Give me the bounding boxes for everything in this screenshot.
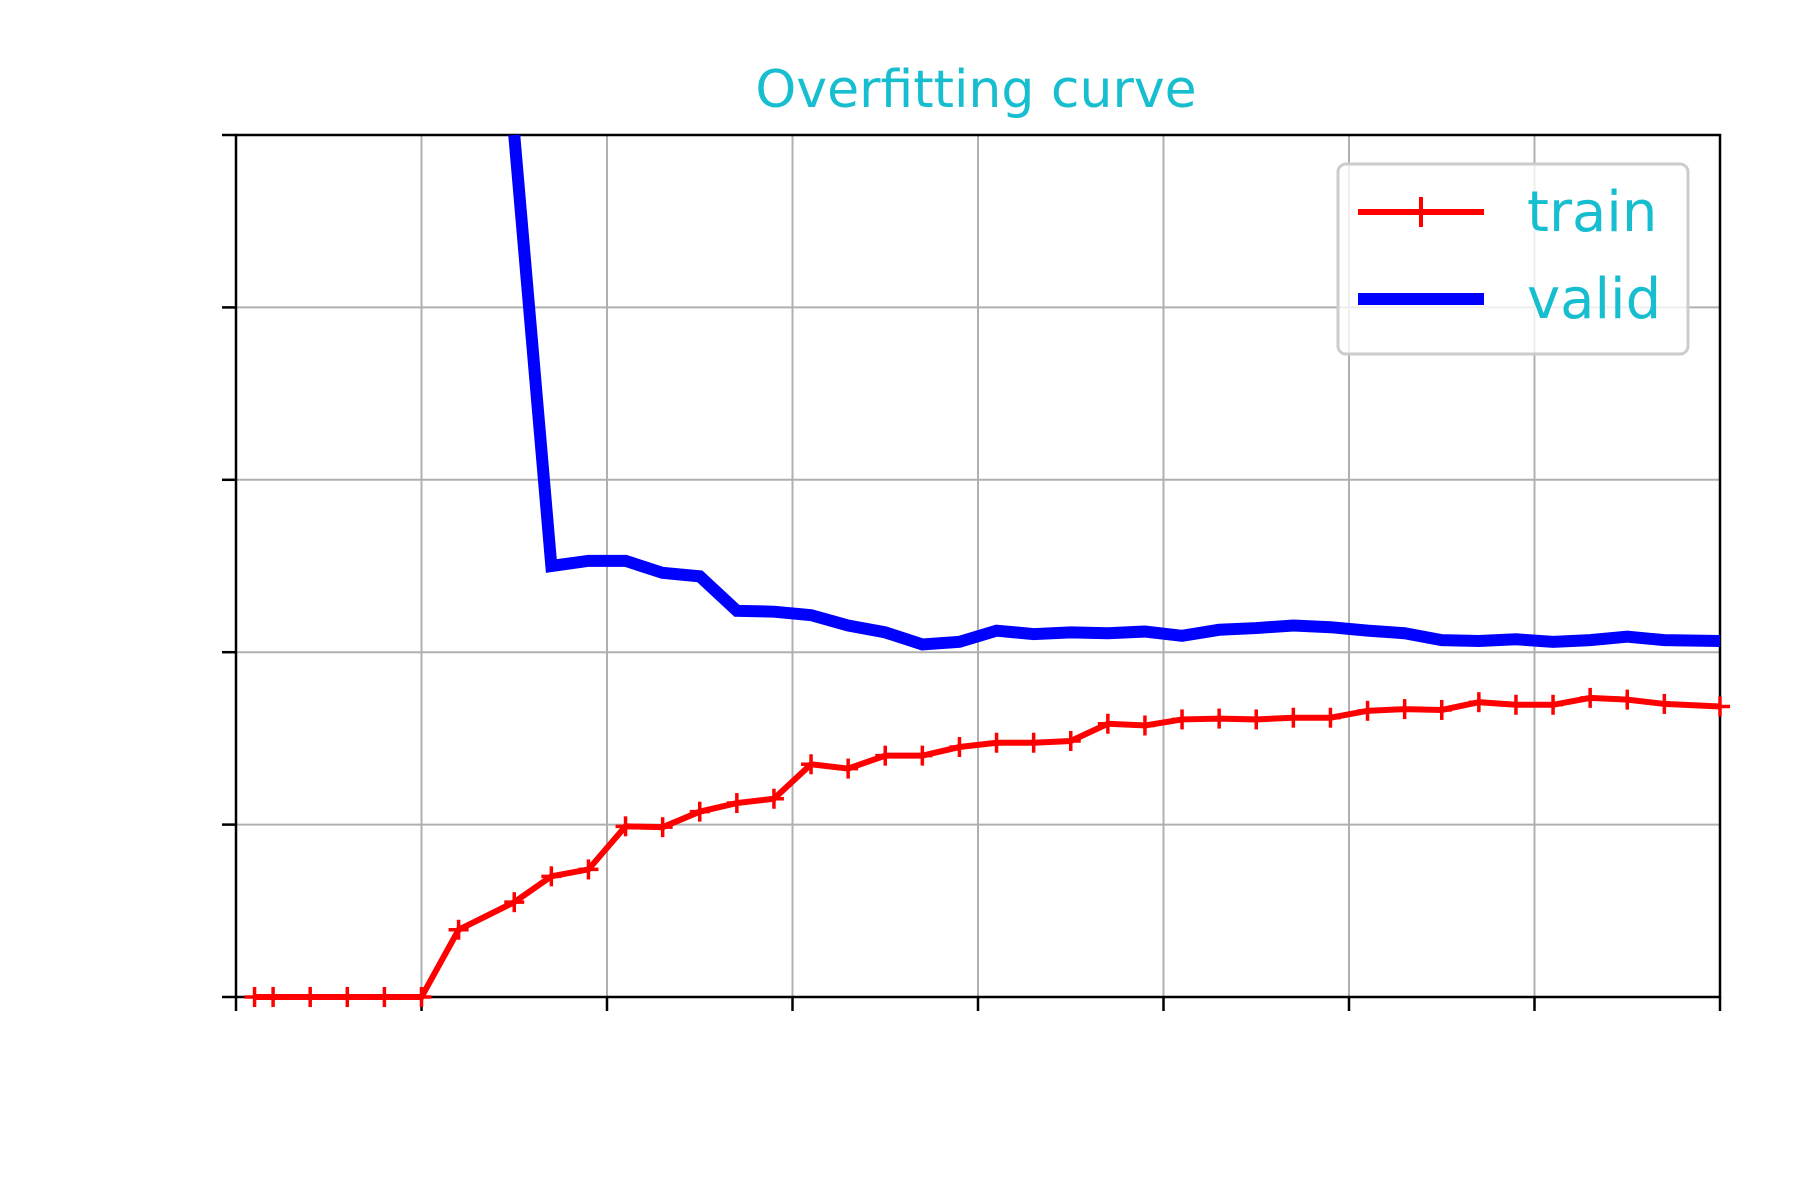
data-point-train — [578, 859, 599, 880]
data-point-train — [1023, 732, 1044, 753]
legend: train valid — [1336, 162, 1690, 356]
data-point-train — [1172, 709, 1193, 730]
series-line-train — [254, 694, 1721, 1000]
data-point-train — [652, 817, 673, 838]
data-point-train — [875, 745, 896, 766]
data-point-train — [1357, 700, 1378, 721]
data-point-train — [615, 816, 636, 837]
data-point-train — [1710, 696, 1730, 717]
data-point-train — [986, 732, 1007, 753]
data-point-train — [949, 737, 970, 758]
data-point-train — [1580, 687, 1601, 708]
data-point-train — [1654, 693, 1675, 714]
data-point-train — [1617, 689, 1638, 710]
data-point-train — [1283, 707, 1304, 728]
data-point-train — [1097, 713, 1118, 734]
series-layer — [244, 134, 1730, 1007]
data-point-train — [448, 919, 469, 940]
series-line-valid — [508, 134, 1721, 651]
data-point-train — [801, 754, 822, 775]
axes — [222, 133, 1722, 1011]
data-point-train — [504, 892, 525, 913]
data-point-train — [1394, 699, 1415, 720]
data-point-train — [689, 801, 710, 822]
data-point-train — [1246, 709, 1267, 730]
data-point-train — [541, 866, 562, 887]
data-point-train — [838, 758, 859, 779]
data-point-train — [1320, 707, 1341, 728]
data-point-train — [1134, 715, 1155, 736]
data-point-train — [1543, 694, 1564, 715]
data-point-train — [1209, 708, 1230, 729]
data-point-train — [337, 987, 358, 1007]
data-point-train — [1468, 692, 1489, 713]
data-point-train — [374, 987, 395, 1007]
data-point-train — [726, 793, 747, 814]
data-point-train — [1431, 699, 1452, 720]
data-point-train — [912, 745, 933, 766]
data-point-train — [763, 788, 784, 809]
data-point-train — [300, 987, 321, 1007]
data-point-train — [411, 987, 432, 1007]
data-point-train — [244, 987, 265, 1007]
legend-label-valid: valid — [1527, 267, 1661, 332]
legend-label-train: train — [1527, 180, 1657, 245]
chart-title: Overfitting curve — [755, 60, 1196, 120]
data-point-train — [1060, 730, 1081, 751]
data-point-train — [1505, 694, 1526, 715]
data-point-train — [263, 987, 284, 1007]
